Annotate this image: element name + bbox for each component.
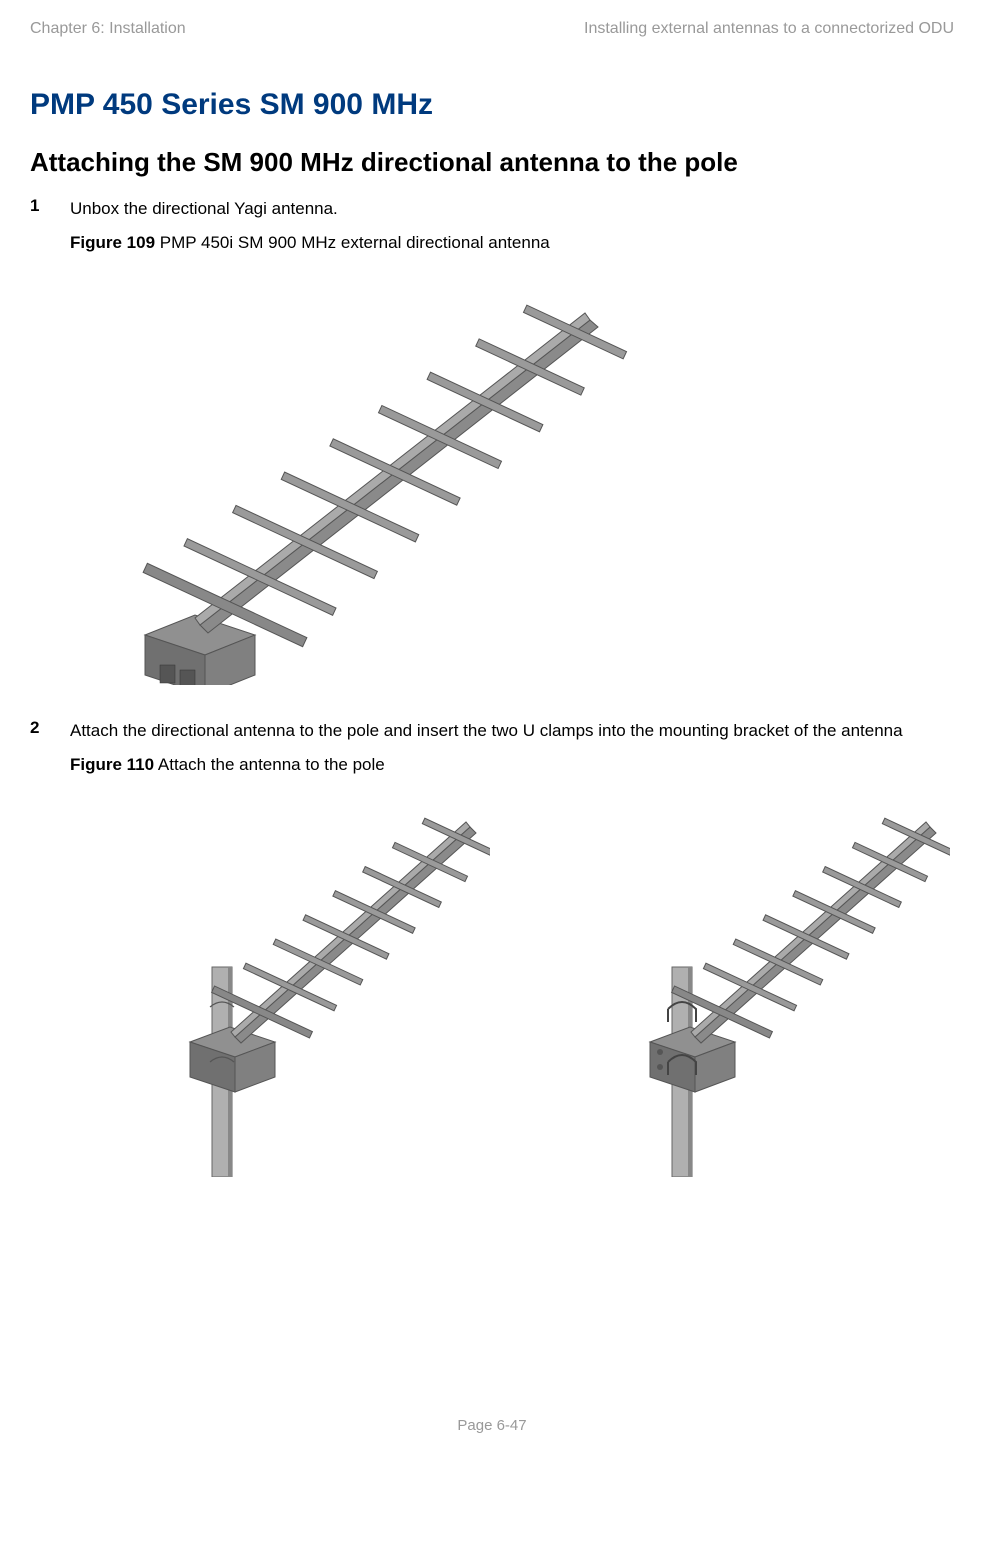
header-left: Chapter 6: Installation	[30, 20, 186, 38]
figure-109-label: Figure 109	[70, 233, 155, 252]
antenna-pole-left	[70, 787, 490, 1177]
step-2-content: Attach the directional antenna to the po…	[70, 718, 954, 1197]
figure-110-caption: Figure 110 Attach the antenna to the pol…	[70, 752, 954, 778]
page-footer: Page 6-47	[30, 1417, 954, 1434]
sub-heading: Attaching the SM 900 MHz directional ant…	[30, 147, 954, 178]
step-2-number: 2	[30, 718, 70, 1197]
step-1-row: 1 Unbox the directional Yagi antenna. Fi…	[30, 196, 954, 710]
antenna-pole-right	[530, 787, 950, 1177]
step-1-number: 1	[30, 196, 70, 710]
figure-109-caption: Figure 109 PMP 450i SM 900 MHz external …	[70, 230, 954, 256]
header-right: Installing external antennas to a connec…	[584, 20, 954, 38]
figure-110-label: Figure 110	[70, 755, 154, 774]
main-heading: PMP 450 Series SM 900 MHz	[30, 88, 954, 122]
step-2-row: 2 Attach the directional antenna to the …	[30, 718, 954, 1197]
figure-109-text: PMP 450i SM 900 MHz external directional…	[155, 233, 550, 252]
figure-110-text: Attach the antenna to the pole	[154, 755, 385, 774]
step-1-text: Unbox the directional Yagi antenna.	[70, 196, 954, 222]
step-1-content: Unbox the directional Yagi antenna. Figu…	[70, 196, 954, 710]
figure-110-container	[70, 787, 954, 1177]
yagi-antenna-figure	[70, 265, 630, 685]
step-2-text: Attach the directional antenna to the po…	[70, 718, 954, 744]
figure-109-container	[70, 265, 954, 685]
